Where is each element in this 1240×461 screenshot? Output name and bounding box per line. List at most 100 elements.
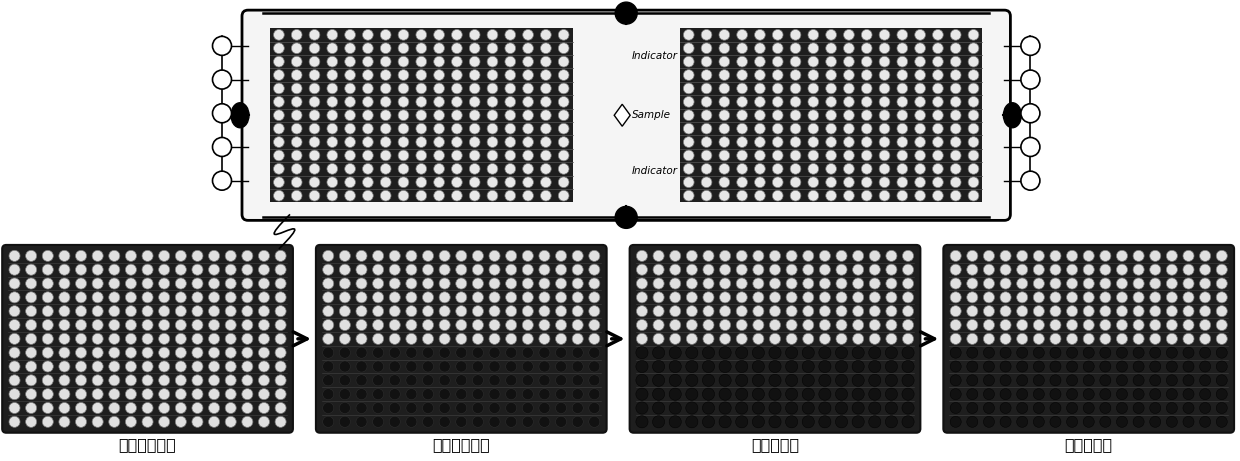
Circle shape <box>76 264 87 275</box>
Circle shape <box>487 110 497 121</box>
Circle shape <box>903 306 914 317</box>
Circle shape <box>42 292 53 303</box>
Circle shape <box>522 361 533 372</box>
Circle shape <box>836 278 847 289</box>
Circle shape <box>274 56 284 67</box>
Circle shape <box>901 402 914 414</box>
Circle shape <box>636 264 647 275</box>
Circle shape <box>274 110 284 121</box>
Circle shape <box>1017 361 1028 372</box>
Circle shape <box>208 333 219 344</box>
Circle shape <box>1021 171 1040 190</box>
Circle shape <box>753 347 764 359</box>
Circle shape <box>808 70 818 80</box>
Circle shape <box>258 250 269 261</box>
Circle shape <box>322 250 334 261</box>
Circle shape <box>932 150 944 161</box>
Circle shape <box>932 43 944 53</box>
Circle shape <box>1066 306 1078 317</box>
Circle shape <box>345 150 356 161</box>
Circle shape <box>572 347 583 358</box>
Circle shape <box>125 319 136 331</box>
Circle shape <box>686 278 697 289</box>
Circle shape <box>967 292 978 303</box>
Circle shape <box>701 137 712 148</box>
Circle shape <box>753 361 764 372</box>
Circle shape <box>967 250 978 261</box>
Circle shape <box>1033 264 1044 275</box>
Circle shape <box>356 347 367 358</box>
Circle shape <box>143 361 153 372</box>
Circle shape <box>686 416 698 428</box>
Circle shape <box>415 96 427 107</box>
Circle shape <box>1100 416 1111 427</box>
Circle shape <box>719 264 730 275</box>
Circle shape <box>389 292 401 303</box>
Circle shape <box>802 347 815 359</box>
Circle shape <box>226 402 237 414</box>
Circle shape <box>92 347 103 358</box>
Circle shape <box>322 402 334 414</box>
Circle shape <box>487 164 497 174</box>
Circle shape <box>636 292 647 303</box>
Circle shape <box>472 250 484 261</box>
Circle shape <box>1216 264 1228 275</box>
Circle shape <box>309 110 320 121</box>
Circle shape <box>291 30 303 40</box>
Circle shape <box>345 164 356 174</box>
Circle shape <box>275 361 286 372</box>
Circle shape <box>1199 278 1210 289</box>
Circle shape <box>1216 319 1228 331</box>
Circle shape <box>670 388 681 400</box>
Circle shape <box>950 164 961 174</box>
Circle shape <box>915 137 925 148</box>
Circle shape <box>818 388 831 400</box>
Circle shape <box>968 190 978 201</box>
Circle shape <box>786 319 797 331</box>
Circle shape <box>434 150 444 161</box>
Circle shape <box>915 110 925 121</box>
Circle shape <box>820 306 831 317</box>
Circle shape <box>175 306 186 317</box>
Circle shape <box>670 264 681 275</box>
Circle shape <box>1183 264 1194 275</box>
Circle shape <box>897 96 908 107</box>
Circle shape <box>790 83 801 94</box>
Circle shape <box>159 250 170 261</box>
Circle shape <box>853 333 864 344</box>
Circle shape <box>636 402 649 414</box>
Circle shape <box>802 306 813 317</box>
Circle shape <box>398 30 409 40</box>
Circle shape <box>1149 278 1161 289</box>
Circle shape <box>968 150 978 161</box>
Circle shape <box>1084 416 1094 427</box>
Circle shape <box>381 30 391 40</box>
Circle shape <box>523 190 533 201</box>
Circle shape <box>802 319 813 331</box>
Circle shape <box>58 319 69 331</box>
Circle shape <box>1116 402 1127 414</box>
Circle shape <box>773 83 784 94</box>
Circle shape <box>208 292 219 303</box>
Circle shape <box>226 416 237 427</box>
Circle shape <box>869 278 880 289</box>
Circle shape <box>26 402 37 414</box>
Circle shape <box>773 150 784 161</box>
Circle shape <box>340 264 351 275</box>
Circle shape <box>469 123 480 134</box>
Circle shape <box>423 347 434 358</box>
Circle shape <box>903 278 914 289</box>
Circle shape <box>826 56 837 67</box>
Circle shape <box>322 375 334 386</box>
Circle shape <box>125 264 136 275</box>
Circle shape <box>786 416 797 428</box>
Circle shape <box>915 177 925 188</box>
Circle shape <box>820 292 831 303</box>
Circle shape <box>802 361 815 372</box>
Circle shape <box>487 56 497 67</box>
Circle shape <box>487 123 497 134</box>
Circle shape <box>786 388 797 400</box>
Circle shape <box>808 190 818 201</box>
Circle shape <box>968 43 978 53</box>
Circle shape <box>879 177 890 188</box>
